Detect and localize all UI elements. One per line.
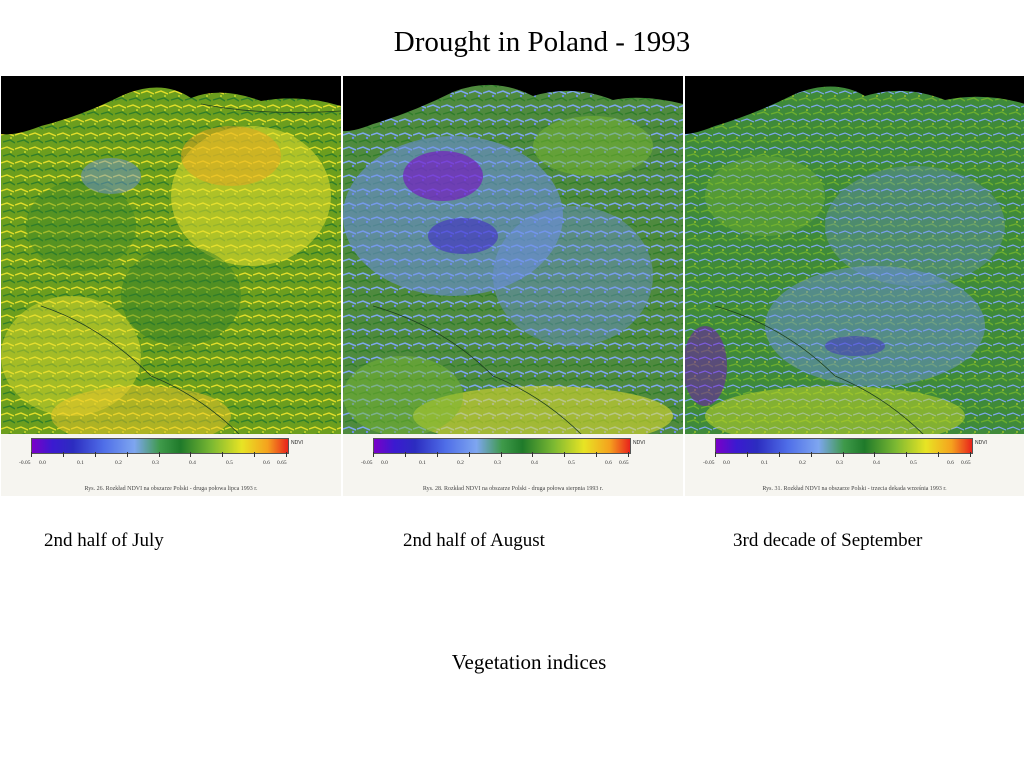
panel-label-september: 3rd decade of September (733, 530, 923, 551)
ndvi-legend: NDVI -0.05 0.0 0.1 0.2 0.3 0.4 0.5 0.6 0… (685, 434, 1024, 496)
ndvi-map-panel-august: NDVI -0.05 0.0 0.1 0.2 0.3 0.4 0.5 0.6 0… (343, 76, 683, 496)
panel-label-august: 2nd half of August (403, 530, 545, 551)
ndvi-map-caption: Rys. 31. Rozkład NDVI na obszarze Polski… (762, 486, 947, 492)
ndvi-colorbar (373, 438, 631, 454)
ndvi-map-panel-september: NDVI -0.05 0.0 0.1 0.2 0.3 0.4 0.5 0.6 0… (685, 76, 1024, 496)
ndvi-map-august (343, 76, 683, 434)
ndvi-legend: NDVI -0.05 0.0 0.1 0.2 0.3 0.4 0.5 0.6 0… (1, 434, 341, 496)
ndvi-map-july (1, 76, 341, 434)
ndvi-map-caption: Rys. 26. Rozkład NDVI na obszarze Polski… (84, 486, 258, 492)
ndvi-colorbar (31, 438, 289, 454)
ndvi-map-caption: Rys. 28. Rozkład NDVI na obszarze Polski… (422, 486, 604, 492)
ndvi-map-september (685, 76, 1024, 434)
footer-caption: Vegetation indices (451, 650, 607, 674)
panel-label-july: 2nd half of July (44, 530, 164, 551)
ndvi-legend-unit: NDVI (975, 440, 987, 446)
ndvi-map-panel-july: NDVI -0.05 0.0 0.1 0.2 0.3 0.4 0.5 0.6 0… (1, 76, 341, 496)
ndvi-legend-unit: NDVI (633, 440, 645, 446)
slide-title: Drought in Poland - 1993 (393, 26, 691, 58)
ndvi-legend: NDVI -0.05 0.0 0.1 0.2 0.3 0.4 0.5 0.6 0… (343, 434, 683, 496)
ndvi-colorbar (715, 438, 973, 454)
ndvi-legend-unit: NDVI (291, 440, 303, 446)
